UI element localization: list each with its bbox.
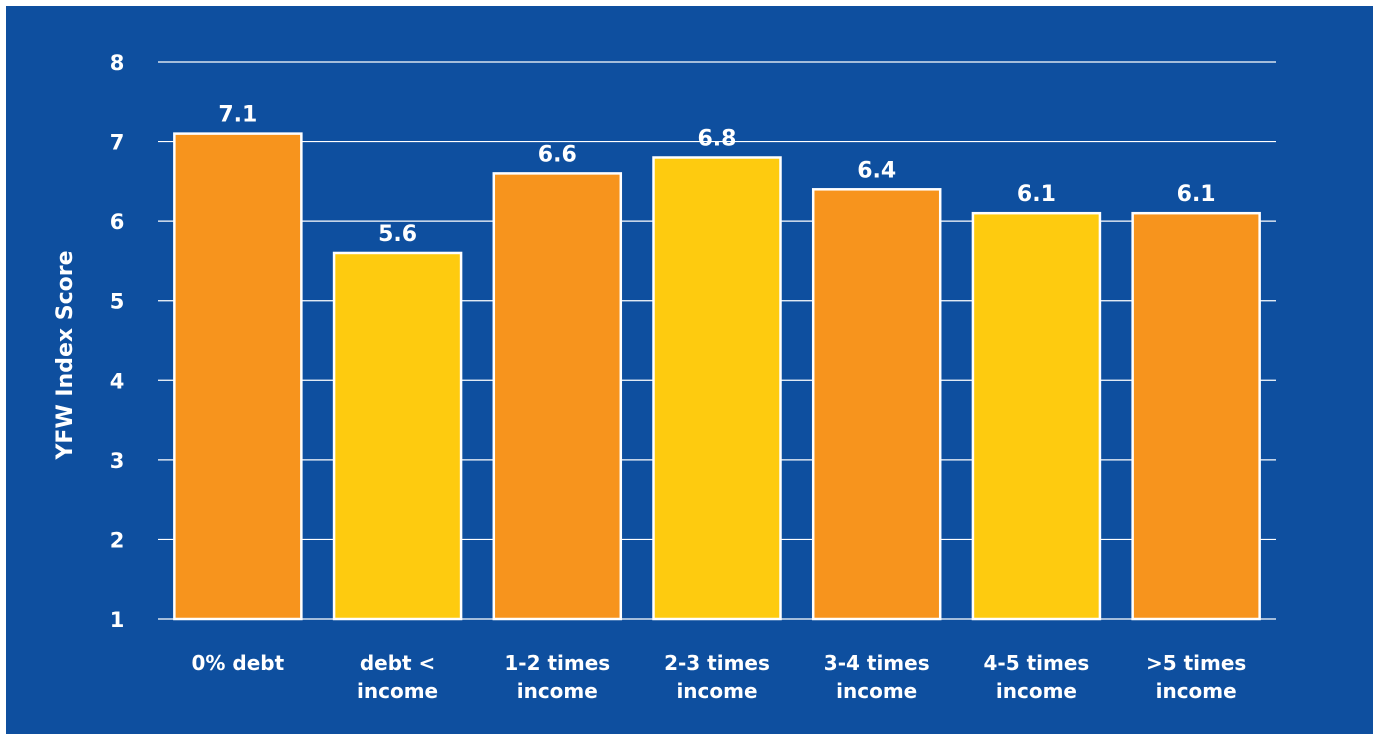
y-tick-label: 3 bbox=[110, 449, 125, 473]
y-tick-label: 5 bbox=[110, 290, 125, 314]
y-tick-label: 6 bbox=[110, 210, 125, 234]
x-tick-label: 3-4 times income bbox=[824, 651, 930, 703]
x-tick-label: debt < income bbox=[357, 651, 438, 703]
x-tick-label-line: income bbox=[676, 679, 757, 703]
x-tick-label-line: 0% debt bbox=[192, 651, 285, 675]
data-label: 6.8 bbox=[698, 126, 737, 151]
x-tick-label-line: 2-3 times bbox=[664, 651, 770, 675]
x-tick-label-line: 4-5 times bbox=[984, 651, 1090, 675]
bar bbox=[971, 211, 1102, 621]
x-tick-label-line: income bbox=[996, 679, 1077, 703]
x-tick-label: 1-2 times income bbox=[504, 651, 610, 703]
x-tick-label-line: debt < bbox=[360, 651, 435, 675]
bars bbox=[173, 132, 1261, 621]
x-tick-label-line: 1-2 times bbox=[504, 651, 610, 675]
bar bbox=[332, 251, 463, 621]
x-tick-label: >5 times income bbox=[1146, 651, 1246, 703]
bar bbox=[811, 188, 942, 621]
data-label: 6.1 bbox=[1177, 182, 1216, 207]
data-label: 6.4 bbox=[857, 158, 896, 183]
x-tick-label: 4-5 times income bbox=[984, 651, 1090, 703]
x-tick-label-line: >5 times bbox=[1146, 651, 1246, 675]
y-axis-ticks: 1 2 3 4 5 6 7 8 bbox=[110, 51, 125, 632]
data-labels: 7.1 5.6 6.6 6.8 6.4 6.1 6.1 bbox=[218, 103, 1215, 247]
x-tick-label-line: income bbox=[357, 679, 438, 703]
x-tick-label-line: income bbox=[1156, 679, 1237, 703]
x-tick-label-line: income bbox=[836, 679, 917, 703]
y-tick-label: 7 bbox=[110, 131, 125, 155]
x-tick-label: 0% debt bbox=[192, 651, 285, 675]
y-axis-label: YFW Index Score bbox=[53, 250, 78, 460]
y-tick-label: 1 bbox=[110, 608, 125, 632]
x-tick-label: 2-3 times income bbox=[664, 651, 770, 703]
x-tick-label-line: income bbox=[517, 679, 598, 703]
y-tick-label: 8 bbox=[110, 51, 125, 75]
data-label: 5.6 bbox=[378, 222, 417, 247]
bar bbox=[173, 132, 303, 621]
bar bbox=[492, 172, 623, 621]
data-label: 7.1 bbox=[218, 103, 257, 128]
data-label: 6.1 bbox=[1017, 182, 1056, 207]
bar bbox=[1131, 211, 1261, 621]
data-label: 6.6 bbox=[538, 142, 577, 167]
y-tick-label: 4 bbox=[110, 369, 125, 393]
bar bbox=[652, 156, 782, 621]
y-tick-label: 2 bbox=[110, 528, 125, 552]
x-tick-label-line: 3-4 times bbox=[824, 651, 930, 675]
